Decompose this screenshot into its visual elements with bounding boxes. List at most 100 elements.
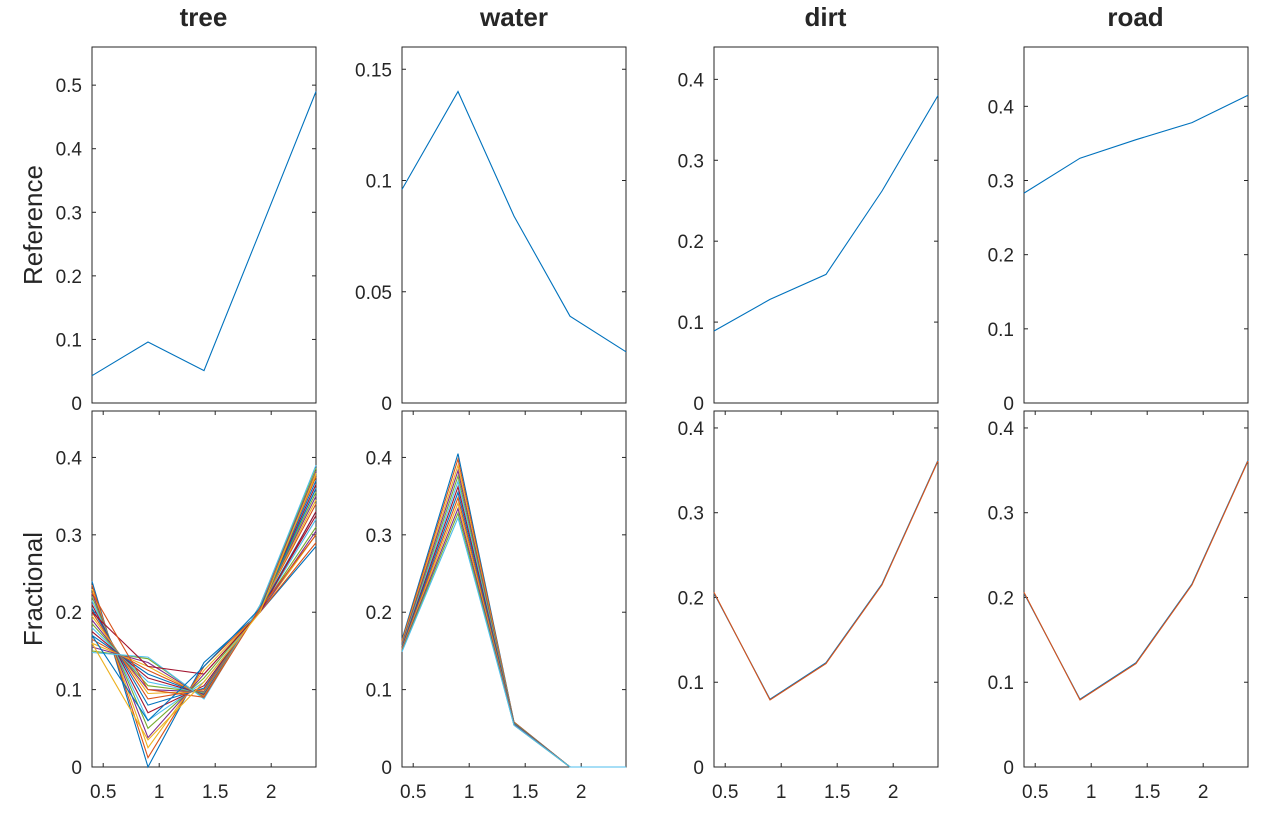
series-group [91, 464, 317, 769]
column-title-road: road [1107, 2, 1163, 32]
x-tick-label: 2 [266, 782, 277, 803]
series-line [91, 488, 317, 722]
series-line [401, 90, 627, 353]
series-line [91, 546, 317, 769]
x-tick-label: 2 [1198, 782, 1209, 803]
y-tick-label: 0.3 [366, 526, 392, 547]
y-tick-label: 0.1 [56, 330, 82, 351]
series-line [1023, 94, 1249, 194]
y-tick-label: 0.1 [988, 673, 1014, 694]
series-line [91, 534, 317, 698]
x-tick-label: 2 [576, 782, 587, 803]
y-tick-label: 0.15 [355, 60, 392, 81]
y-tick-label: 0 [381, 394, 392, 415]
y-tick-label: 0.2 [366, 603, 392, 624]
x-tick-label: 0.5 [1022, 782, 1048, 803]
axes-dirt-fractional: 0 0.1 0.2 0.3 0.4 0.5 1 1.5 2 [678, 410, 939, 803]
y-tick-label: 0.4 [988, 97, 1015, 118]
y-tick-label: 0.1 [366, 681, 392, 702]
y-tick-label: 0.4 [366, 448, 393, 469]
column-titles: tree water dirt road [180, 2, 1164, 32]
x-tick-label: 2 [888, 782, 899, 803]
axes-frame [1023, 410, 1249, 768]
x-tick-label: 1 [776, 782, 787, 803]
axes-frame [91, 410, 317, 768]
series-line [713, 460, 939, 701]
series-line [401, 495, 626, 768]
y-tick-label: 0.2 [678, 588, 704, 609]
y-tick-label: 0.4 [678, 419, 705, 440]
x-tick-label: 1.5 [512, 782, 538, 803]
x-tick-label: 1.5 [1134, 782, 1160, 803]
series-line [91, 534, 317, 749]
axes-road-fractional: 0 0.1 0.2 0.3 0.4 0.5 1 1.5 2 [988, 410, 1249, 803]
y-tick-label: 0.4 [56, 448, 83, 469]
series-group [1023, 459, 1249, 701]
axes-water-reference: 0 0.05 0.1 0.15 [355, 46, 627, 415]
y-tick-label: 0.4 [56, 140, 83, 161]
axes-frame [713, 410, 939, 768]
axes-dirt-reference: 0 0.1 0.2 0.3 0.4 [678, 46, 939, 415]
series-group [401, 90, 627, 353]
axes-frame [713, 46, 939, 404]
y-tick-label: 0.3 [56, 203, 82, 224]
y-tick-label: 0.05 [355, 283, 392, 304]
x-tick-label: 0.5 [712, 782, 738, 803]
y-tick-label: 0.2 [988, 246, 1014, 267]
y-tick-label: 0.1 [678, 673, 704, 694]
series-group [713, 95, 939, 332]
column-title-tree: tree [180, 2, 228, 32]
y-tick-label: 0.1 [56, 681, 82, 702]
y-tick-label: 0.4 [988, 419, 1015, 440]
y-tick-label: 0.1 [678, 313, 704, 334]
row-labels: Reference Fractional [18, 165, 48, 646]
x-tick-label: 0.5 [400, 782, 426, 803]
x-tick-label: 0.5 [90, 782, 116, 803]
y-tick-label: 0.4 [678, 70, 705, 91]
axes-frame [91, 46, 317, 404]
axes-tree-reference: 0 0.1 0.2 0.3 0.4 0.5 [56, 46, 317, 415]
column-title-water: water [479, 2, 548, 32]
y-tick-label: 0.2 [56, 267, 82, 288]
y-tick-label: 0.2 [988, 588, 1014, 609]
x-tick-label: 1 [464, 782, 475, 803]
axes-water-fractional: 0 0.1 0.2 0.3 0.4 0.5 1 1.5 2 [366, 410, 627, 803]
series-line [401, 516, 626, 768]
y-tick-label: 0.1 [988, 320, 1014, 341]
series-line [713, 95, 939, 332]
y-tick-label: 0.3 [678, 504, 704, 525]
x-tick-label: 1.5 [202, 782, 228, 803]
y-tick-label: 0 [693, 758, 704, 779]
x-tick-label: 1 [1086, 782, 1097, 803]
series-line [91, 511, 317, 675]
y-tick-label: 0 [1003, 758, 1014, 779]
row-label-reference: Reference [18, 165, 48, 285]
y-tick-label: 0 [381, 758, 392, 779]
series-line [91, 464, 317, 700]
axes-road-reference: 0 0.1 0.2 0.3 0.4 [988, 46, 1249, 415]
subplot-grid: 0 0.1 0.2 0.3 0.4 0.5 0 0.05 0.1 0.15 0 0.1 0.2 0.3 0.… [56, 46, 1249, 803]
series-line [91, 472, 317, 741]
x-tick-label: 1.5 [824, 782, 850, 803]
y-tick-label: 0.3 [988, 504, 1014, 525]
series-line [91, 511, 317, 706]
y-tick-label: 0 [71, 758, 82, 779]
row-label-fractional: Fractional [18, 532, 48, 646]
series-line [91, 91, 317, 377]
series-line [91, 526, 317, 730]
axes-frame [1023, 46, 1249, 404]
series-group [91, 91, 317, 377]
series-group [401, 453, 626, 768]
series-group [1023, 94, 1249, 194]
axes-tree-fractional: 0 0.1 0.2 0.3 0.4 0.5 1 1.5 2 [56, 410, 317, 803]
y-tick-label: 0 [1003, 394, 1014, 415]
axes-frame [401, 410, 627, 768]
y-tick-label: 0.5 [56, 76, 82, 97]
column-title-dirt: dirt [805, 2, 847, 32]
y-tick-label: 0.1 [366, 172, 392, 193]
y-tick-label: 0 [71, 394, 82, 415]
series-line [1023, 460, 1249, 701]
y-tick-label: 0.2 [678, 232, 704, 253]
y-tick-label: 0.3 [988, 172, 1014, 193]
